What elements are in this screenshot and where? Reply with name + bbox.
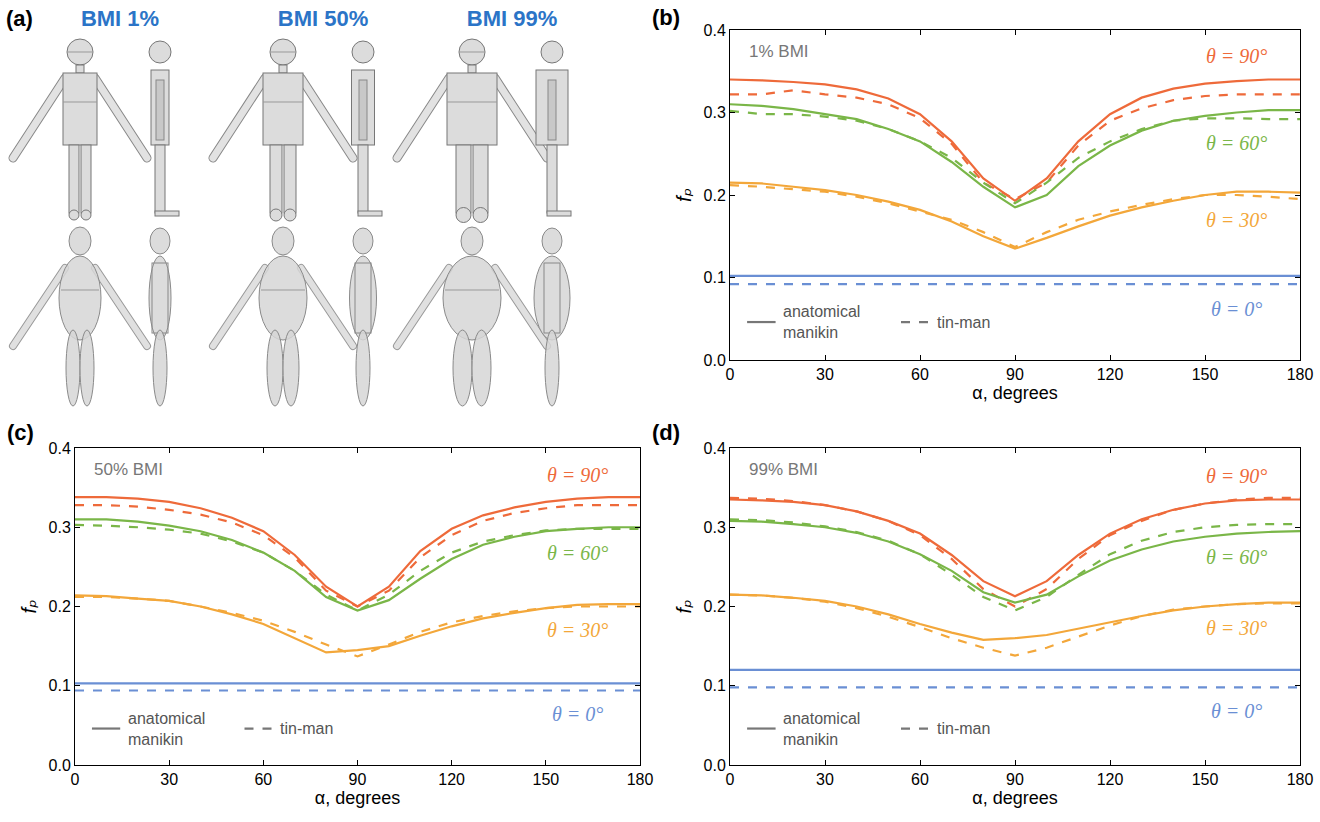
- svg-text:120: 120: [438, 771, 465, 788]
- svg-text:120: 120: [1097, 771, 1124, 788]
- svg-text:θ = 60°: θ = 60°: [547, 542, 608, 564]
- svg-text:BMI 50%: BMI 50%: [278, 6, 368, 31]
- svg-text:0.0: 0.0: [704, 352, 726, 369]
- svg-text:0.3: 0.3: [49, 519, 71, 536]
- svg-text:0.2: 0.2: [704, 598, 726, 615]
- svg-text:30: 30: [816, 366, 834, 383]
- svg-text:0.1: 0.1: [704, 269, 726, 286]
- svg-text:θ = 60°: θ = 60°: [1206, 132, 1267, 154]
- svg-text:anatomicalmanikin: anatomicalmanikin: [783, 710, 860, 748]
- svg-text:θ = 30°: θ = 30°: [1206, 209, 1267, 231]
- svg-text:θ = 90°: θ = 90°: [1206, 465, 1267, 487]
- svg-text:0.3: 0.3: [704, 104, 726, 121]
- svg-text:θ = 90°: θ = 90°: [1206, 45, 1267, 67]
- svg-text:0: 0: [726, 771, 735, 788]
- svg-text:(d): (d): [652, 420, 680, 445]
- svg-text:0.1: 0.1: [49, 677, 71, 694]
- svg-text:fₚ: fₚ: [673, 188, 695, 202]
- svg-text:0: 0: [71, 771, 80, 788]
- svg-text:150: 150: [532, 771, 559, 788]
- svg-text:anatomicalmanikin: anatomicalmanikin: [128, 710, 205, 748]
- svg-text:30: 30: [160, 771, 178, 788]
- svg-text:120: 120: [1097, 366, 1124, 383]
- svg-text:0.4: 0.4: [704, 22, 726, 39]
- svg-text:θ = 30°: θ = 30°: [547, 619, 608, 641]
- svg-text:fₚ: fₚ: [673, 599, 695, 613]
- svg-text:180: 180: [1287, 366, 1314, 383]
- svg-text:BMI 99%: BMI 99%: [467, 6, 557, 31]
- svg-text:0.0: 0.0: [704, 757, 726, 774]
- svg-text:(c): (c): [7, 420, 34, 445]
- svg-text:α, degrees: α, degrees: [972, 383, 1057, 403]
- svg-text:1% BMI: 1% BMI: [749, 42, 809, 61]
- svg-text:150: 150: [1192, 366, 1219, 383]
- svg-text:α, degrees: α, degrees: [315, 788, 400, 808]
- svg-text:180: 180: [1287, 771, 1314, 788]
- svg-text:0.1: 0.1: [704, 677, 726, 694]
- svg-text:θ = 60°: θ = 60°: [1206, 546, 1267, 568]
- svg-text:0.2: 0.2: [704, 187, 726, 204]
- svg-text:0.4: 0.4: [704, 440, 726, 457]
- svg-text:θ = 0°: θ = 0°: [1211, 298, 1262, 320]
- svg-text:30: 30: [816, 771, 834, 788]
- svg-text:tin-man: tin-man: [937, 720, 990, 737]
- svg-text:θ = 0°: θ = 0°: [552, 703, 603, 725]
- svg-text:0.0: 0.0: [49, 757, 71, 774]
- svg-text:θ = 30°: θ = 30°: [1206, 617, 1267, 639]
- svg-text:tin-man: tin-man: [937, 314, 990, 331]
- svg-text:0: 0: [726, 366, 735, 383]
- svg-text:90: 90: [1006, 771, 1024, 788]
- svg-text:90: 90: [1006, 366, 1024, 383]
- svg-text:0.3: 0.3: [704, 519, 726, 536]
- svg-text:90: 90: [349, 771, 367, 788]
- svg-text:180: 180: [627, 771, 654, 788]
- svg-text:60: 60: [254, 771, 272, 788]
- svg-text:anatomicalmanikin: anatomicalmanikin: [783, 303, 860, 341]
- svg-text:50% BMI: 50% BMI: [94, 460, 163, 479]
- svg-text:α, degrees: α, degrees: [972, 788, 1057, 808]
- svg-text:0.4: 0.4: [49, 440, 71, 457]
- svg-text:0.2: 0.2: [49, 598, 71, 615]
- svg-text:60: 60: [911, 771, 929, 788]
- svg-text:BMI 1%: BMI 1%: [81, 6, 159, 31]
- svg-text:60: 60: [911, 366, 929, 383]
- svg-text:99% BMI: 99% BMI: [749, 460, 818, 479]
- svg-text:150: 150: [1192, 771, 1219, 788]
- svg-text:fₚ: fₚ: [18, 599, 40, 613]
- svg-text:tin-man: tin-man: [280, 720, 333, 737]
- svg-text:(a): (a): [6, 6, 33, 31]
- svg-text:(b): (b): [652, 5, 680, 30]
- svg-text:θ = 90°: θ = 90°: [547, 464, 608, 486]
- svg-text:θ = 0°: θ = 0°: [1211, 700, 1262, 722]
